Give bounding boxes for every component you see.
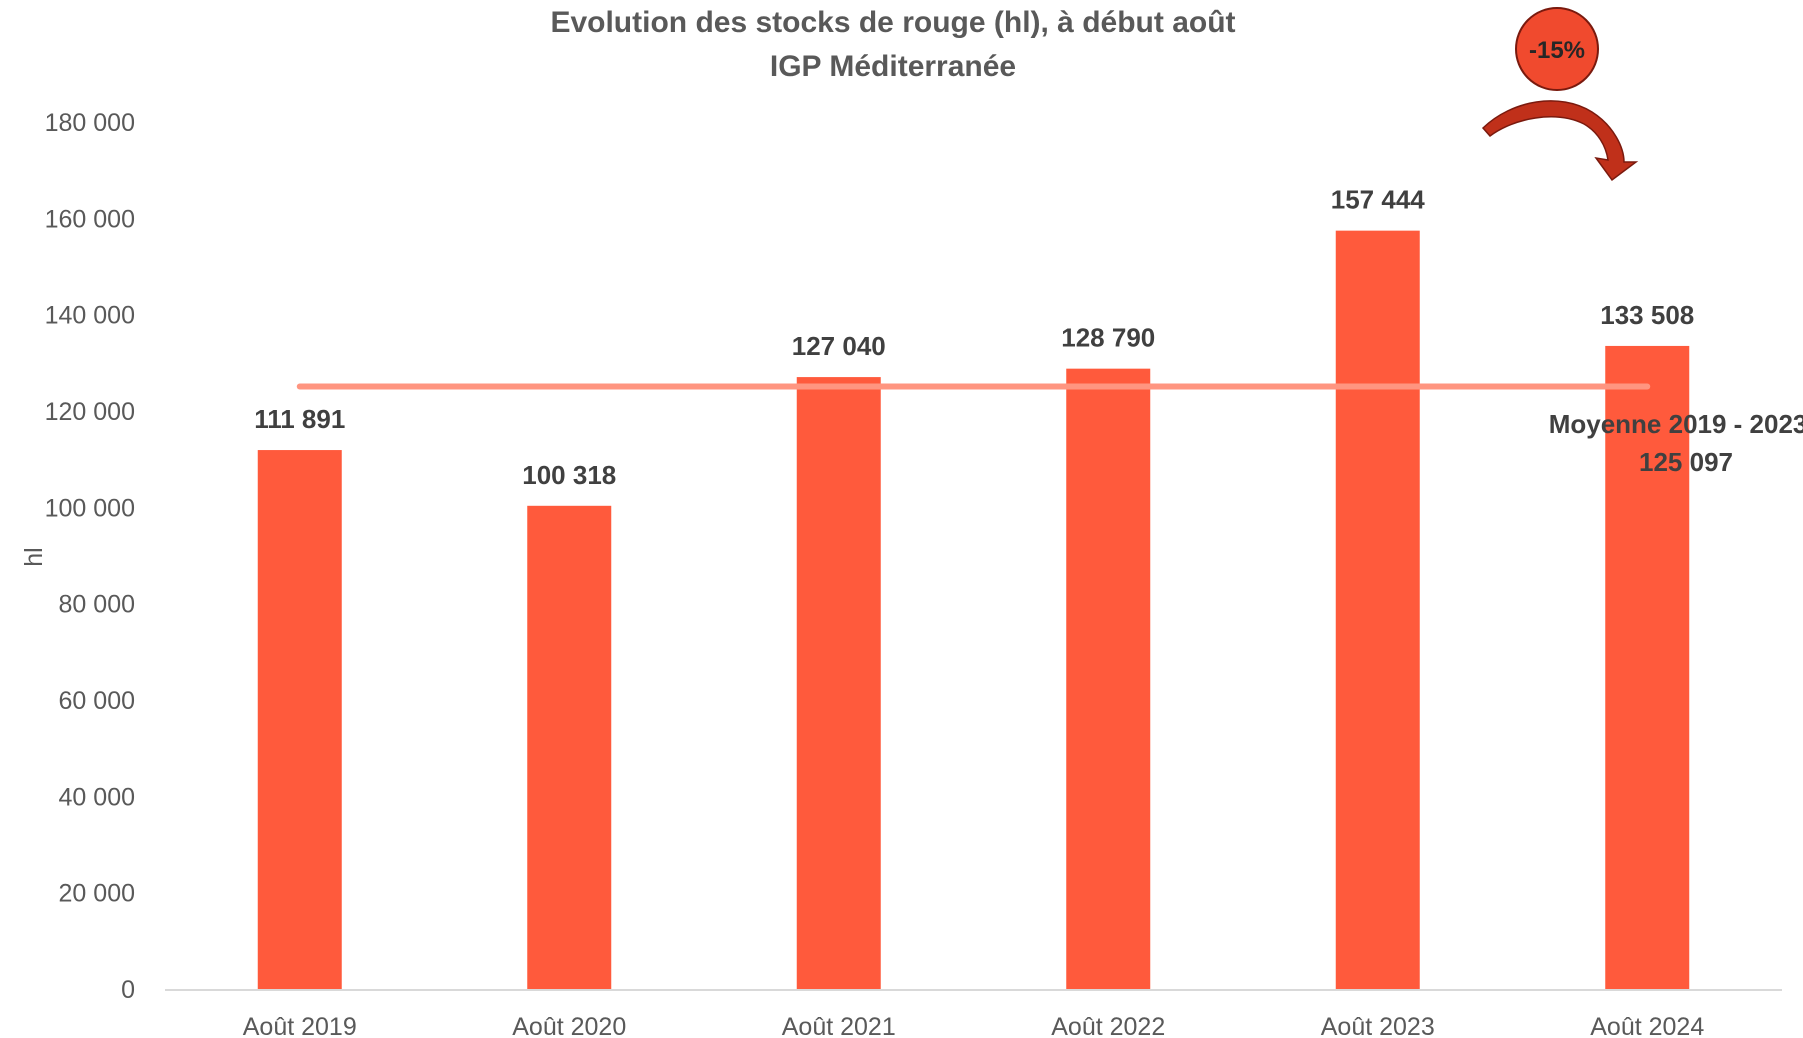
y-tick-label: 180 000 (45, 109, 135, 137)
bar (1066, 368, 1151, 989)
bar (527, 505, 612, 989)
chart-subtitle: IGP Méditerranée (770, 50, 1016, 83)
x-tick-label: Août 2024 (1590, 1013, 1704, 1038)
y-tick-label: 60 000 (59, 687, 135, 715)
data-label: 133 508 (1600, 300, 1694, 330)
y-tick-label: 80 000 (59, 591, 135, 619)
x-tick-label: Août 2022 (1051, 1013, 1165, 1038)
y-tick-label: 140 000 (45, 302, 135, 330)
bar (1335, 230, 1420, 990)
down-arrow-icon (1481, 100, 1639, 182)
y-tick-label: 0 (121, 976, 135, 1004)
x-tick-label: Août 2021 (782, 1013, 896, 1038)
y-axis-ticks: 0 20 000 40 000 60 000 80 000 100 000 120 000 1… (45, 109, 135, 1004)
y-tick-label: 40 000 (59, 783, 135, 811)
change-badge-text: -15% (1529, 37, 1585, 64)
data-label: 157 444 (1331, 185, 1426, 215)
bar (796, 377, 881, 989)
average-label-line1: Moyenne 2019 - 2023 : (1549, 409, 1803, 439)
y-tick-label: 160 000 (45, 205, 135, 233)
x-axis-ticks: Août 2019 Août 2020 Août 2021 Août 2022 Août… (243, 1013, 1705, 1038)
data-label: 127 040 (792, 331, 886, 361)
data-label: 128 790 (1061, 323, 1155, 353)
x-tick-label: Août 2023 (1321, 1013, 1435, 1038)
x-tick-label: Août 2019 (243, 1013, 357, 1038)
change-badge (1515, 7, 1599, 91)
chart-title: Evolution des stocks de rouge (hl), à dé… (550, 6, 1235, 39)
data-label: 111 891 (254, 404, 345, 434)
bar (257, 450, 342, 989)
data-label: 100 318 (522, 460, 616, 490)
bars (257, 230, 1690, 990)
change-annotation: -15% (1481, 7, 1639, 182)
y-tick-label: 120 000 (45, 398, 135, 426)
y-axis-label: hl (20, 547, 48, 566)
x-tick-label: Août 2020 (512, 1013, 626, 1038)
average-label-line2: 125 097 (1639, 447, 1733, 477)
y-tick-label: 100 000 (45, 494, 135, 522)
bar (1605, 345, 1690, 989)
y-tick-label: 20 000 (59, 880, 135, 908)
data-labels: 111 891 100 318 127 040 128 790 157 444 133 5… (254, 185, 1694, 490)
